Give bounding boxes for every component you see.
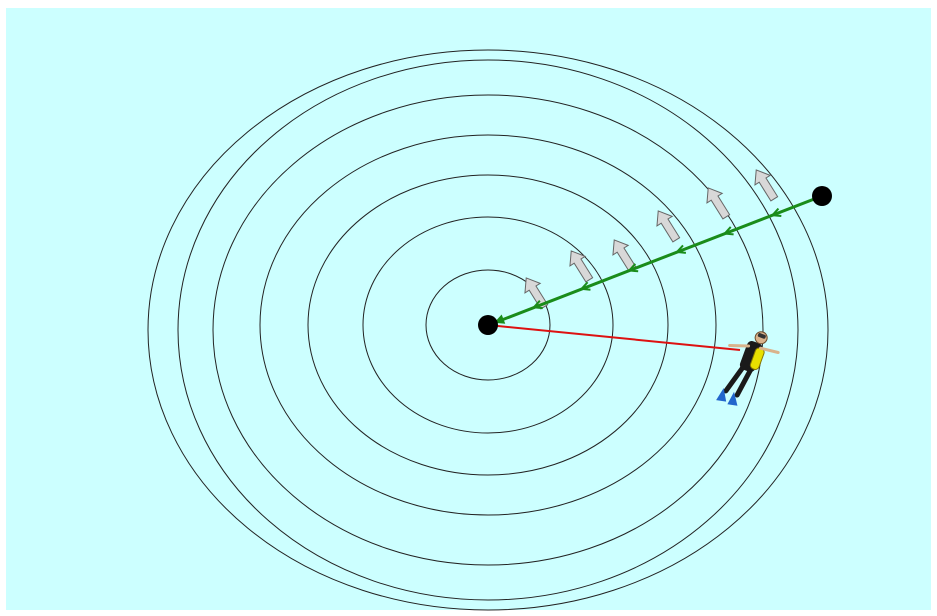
concentric-rings	[147, 49, 829, 611]
tangent-arrow-shape	[569, 250, 594, 283]
green-arrowhead-shape	[722, 226, 734, 236]
tangent-arrow	[656, 210, 681, 243]
green-arrowhead-shape	[531, 300, 543, 310]
green-line	[493, 194, 823, 325]
red-line	[487, 324, 741, 351]
green-arrowhead	[674, 244, 686, 254]
outer-dot	[812, 186, 832, 206]
green-arrowhead-shape	[674, 244, 686, 254]
diver-fin	[716, 388, 727, 402]
tangent-arrow	[612, 239, 637, 272]
connector-lines	[487, 194, 823, 351]
diver-mask	[757, 333, 766, 339]
diver-arm	[759, 346, 780, 354]
green-arrowhead	[722, 226, 734, 236]
green-arrowhead-shape	[579, 281, 591, 291]
diver-leg	[723, 364, 746, 394]
ring	[425, 269, 551, 381]
ring	[307, 174, 669, 476]
green-arrowhead-shape	[770, 207, 782, 217]
green-arrowhead-shape	[627, 263, 639, 273]
ring	[362, 216, 614, 434]
diver-fin	[727, 391, 738, 406]
green-arrowhead	[579, 281, 591, 291]
green-arrowhead	[531, 300, 543, 310]
background	[6, 8, 931, 610]
ring	[147, 49, 829, 611]
tangent-arrow	[754, 169, 779, 202]
tangent-arrow-shape	[754, 169, 779, 202]
dots	[478, 186, 832, 335]
diver-leg	[734, 367, 753, 398]
tangent-arrow-shape	[612, 239, 637, 272]
tangent-arrow	[706, 187, 731, 220]
green-arrowhead	[627, 263, 639, 273]
ring	[177, 59, 799, 601]
ring	[212, 94, 764, 566]
ring	[259, 134, 717, 516]
diver-figure	[716, 331, 780, 406]
tangent-arrow-shape	[706, 187, 731, 220]
green-arrowhead	[770, 207, 782, 217]
diver-arm	[728, 343, 751, 348]
diver-icon	[716, 331, 780, 406]
tangent-arrow-shape	[656, 210, 681, 243]
center-dot	[478, 315, 498, 335]
tangent-arrow	[569, 250, 594, 283]
